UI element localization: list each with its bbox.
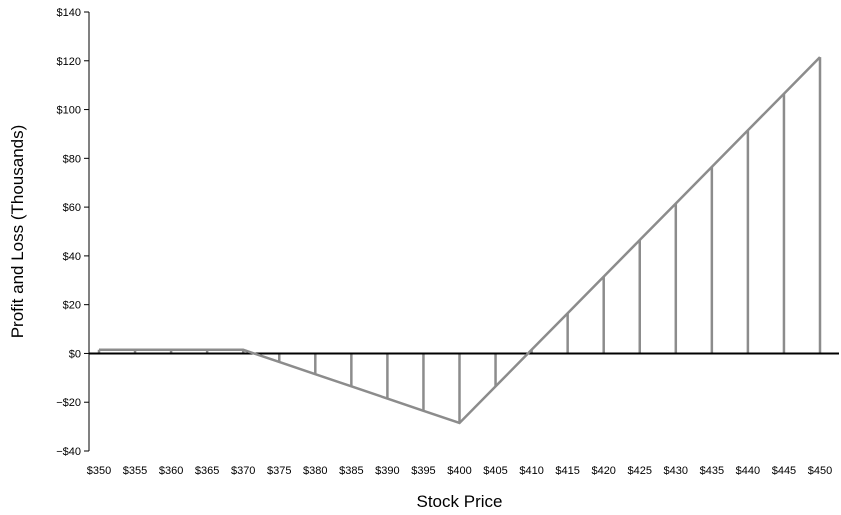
y-tick-label: $80	[63, 153, 81, 165]
x-tick-label: $350	[87, 465, 111, 477]
y-tick-label: $140	[57, 7, 81, 19]
x-tick-label: $420	[591, 465, 615, 477]
x-tick-label: $440	[736, 465, 760, 477]
x-tick-label: $450	[808, 465, 832, 477]
x-tick-label: $360	[159, 465, 183, 477]
x-tick-label: $385	[339, 465, 363, 477]
x-tick-label: $375	[267, 465, 291, 477]
x-tick-label: $445	[772, 465, 796, 477]
y-tick-label: $120	[57, 56, 81, 68]
x-tick-label: $395	[411, 465, 435, 477]
y-axis-title: Profit and Loss (Thousands)	[8, 125, 27, 339]
y-tick-label: $20	[63, 300, 81, 312]
profit-loss-line	[99, 56, 821, 425]
x-axis-title: Stock Price	[417, 492, 503, 511]
x-tick-label: $415	[555, 465, 579, 477]
x-tick-label: $390	[375, 465, 399, 477]
x-tick-label: $400	[447, 465, 471, 477]
y-tick-label: $40	[63, 251, 81, 263]
y-tick-label: −$20	[56, 397, 81, 409]
x-tick-label: $365	[195, 465, 219, 477]
x-tick-label: $430	[664, 465, 688, 477]
x-tick-label: $410	[519, 465, 543, 477]
y-tick-label: $60	[63, 202, 81, 214]
x-tick-label: $425	[628, 465, 652, 477]
y-axis-ticks: −$40 −$20 $0 $20 $40 $60 $80 $100 $120 $140	[56, 7, 89, 458]
y-tick-label: $100	[57, 105, 81, 117]
y-tick-label: −$40	[56, 446, 81, 458]
x-tick-label: $380	[303, 465, 327, 477]
y-tick-label: $0	[69, 348, 81, 360]
x-tick-label: $435	[700, 465, 724, 477]
x-tick-label: $370	[231, 465, 255, 477]
x-tick-label: $355	[123, 465, 147, 477]
drop-lines	[97, 57, 822, 423]
x-axis-tick-labels: $350 $355 $360 $365 $370 $375 $380 $385 $390 $395…	[87, 465, 832, 477]
x-tick-label: $405	[483, 465, 507, 477]
